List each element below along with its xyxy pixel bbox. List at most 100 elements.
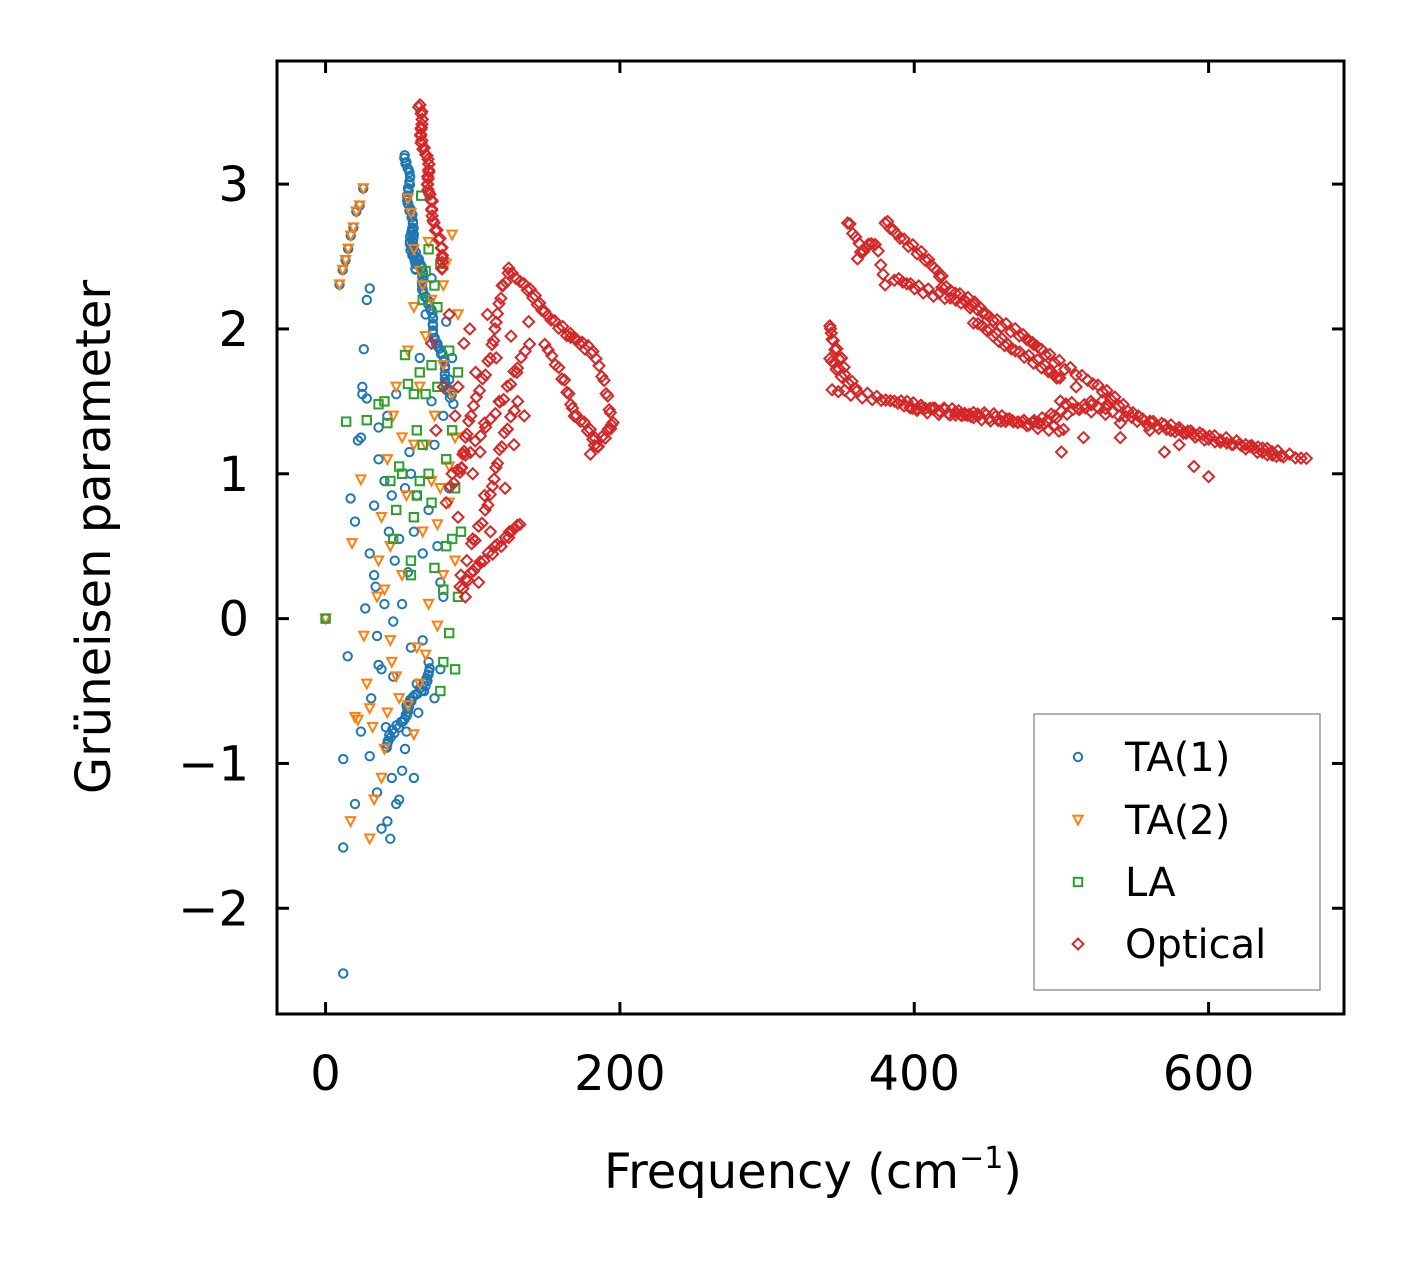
legend-label: TA(2): [1124, 798, 1230, 844]
optical-point: [473, 554, 488, 569]
optical-point: [1207, 428, 1222, 443]
optical-point: [1080, 373, 1095, 388]
ta-1-point: [352, 435, 364, 446]
optical-point: [429, 423, 443, 438]
optical-point: [517, 408, 532, 423]
ta-1-point: [364, 548, 375, 559]
optical-point: [472, 383, 487, 398]
ta-2-point: [416, 280, 429, 293]
ta-1-point: [408, 526, 420, 537]
ta-2-point: [389, 671, 403, 684]
la-point: [449, 483, 461, 494]
y-tick-label: 1: [218, 447, 249, 503]
optical-point: [465, 466, 480, 481]
optical-point: [522, 337, 537, 351]
la-point: [429, 280, 440, 291]
la-point: [452, 591, 464, 603]
ta-1-point: [413, 707, 424, 718]
optical-point: [498, 481, 512, 496]
optical-point: [997, 338, 1012, 353]
optical-point: [462, 322, 477, 336]
legend-marker: [1072, 876, 1084, 888]
ta-1-point: [391, 798, 402, 810]
optical-point: [1179, 426, 1194, 441]
la-point: [446, 425, 458, 436]
data-markers: [319, 97, 1314, 979]
optical-point: [490, 306, 505, 321]
ta-1-point: [438, 410, 449, 422]
optical-point: [1049, 371, 1064, 385]
optical-point: [483, 524, 498, 539]
y-tick-labels: −2 −1 0 1 2 3: [178, 157, 249, 937]
optical-point: [583, 422, 598, 437]
ta-1-point: [402, 567, 414, 578]
la-point: [388, 533, 399, 545]
optical-point: [481, 498, 495, 512]
ta-2-point: [339, 254, 352, 267]
ta-2-point: [401, 193, 415, 206]
ta-2-point: [416, 526, 429, 539]
ta-2-point: [381, 454, 394, 467]
optical-point: [494, 539, 509, 554]
la-point: [443, 627, 455, 639]
ta-1-point: [407, 236, 419, 248]
optical-point: [999, 316, 1013, 331]
ta-1-point: [388, 616, 399, 627]
optical-point: [492, 442, 507, 457]
optical-point: [486, 333, 501, 348]
la-point: [385, 475, 396, 487]
ta-1-point: [429, 439, 440, 451]
optical-point: [544, 348, 559, 363]
ta-2-point: [407, 729, 421, 742]
optical-point: [559, 328, 574, 343]
optical-point: [878, 393, 893, 407]
ta-1-point: [417, 548, 428, 559]
optical-point: [424, 336, 439, 351]
optical-point: [1157, 445, 1172, 459]
x-tick-label: 600: [1163, 1046, 1255, 1102]
ta-1-point: [423, 504, 434, 516]
optical-point: [1054, 404, 1069, 419]
optical-point: [421, 162, 436, 177]
optical-point: [468, 533, 482, 548]
ta-2-point: [431, 519, 444, 532]
la-point: [402, 378, 414, 390]
optical-point: [822, 319, 837, 333]
ta-2-point: [378, 743, 391, 756]
optical-point: [1057, 362, 1072, 377]
la-point: [411, 490, 423, 501]
la-point: [420, 265, 431, 277]
optical-point: [466, 564, 481, 579]
optical-point: [423, 187, 437, 202]
optical-point: [425, 209, 439, 223]
optical-point: [1026, 356, 1041, 370]
optical-point: [473, 428, 488, 443]
optical-point: [456, 581, 470, 596]
ta-2-point: [351, 714, 365, 727]
ta-1-point: [408, 222, 419, 234]
ta-2-point: [419, 330, 432, 343]
optical-point: [603, 405, 618, 420]
optical-point: [510, 518, 525, 533]
optical-point: [459, 553, 474, 568]
optical-point: [457, 336, 471, 351]
optical-point: [477, 488, 492, 503]
ta-2-point: [448, 432, 462, 445]
optical-point: [442, 307, 457, 322]
la-point: [452, 367, 464, 378]
optical-point: [966, 410, 981, 425]
optical-point: [878, 278, 893, 292]
series-ta-1: [320, 150, 459, 979]
ta-2-point: [448, 555, 462, 568]
optical-point: [992, 334, 1006, 349]
optical-point: [490, 456, 505, 471]
optical-point: [510, 394, 525, 409]
la-point: [393, 461, 405, 472]
optical-point: [896, 275, 910, 290]
optical-point: [594, 369, 609, 384]
optical-point: [1299, 451, 1314, 466]
ta-1-point: [349, 516, 361, 527]
optical-point: [1130, 414, 1145, 429]
optical-point: [1041, 423, 1056, 438]
la-point: [373, 399, 384, 410]
